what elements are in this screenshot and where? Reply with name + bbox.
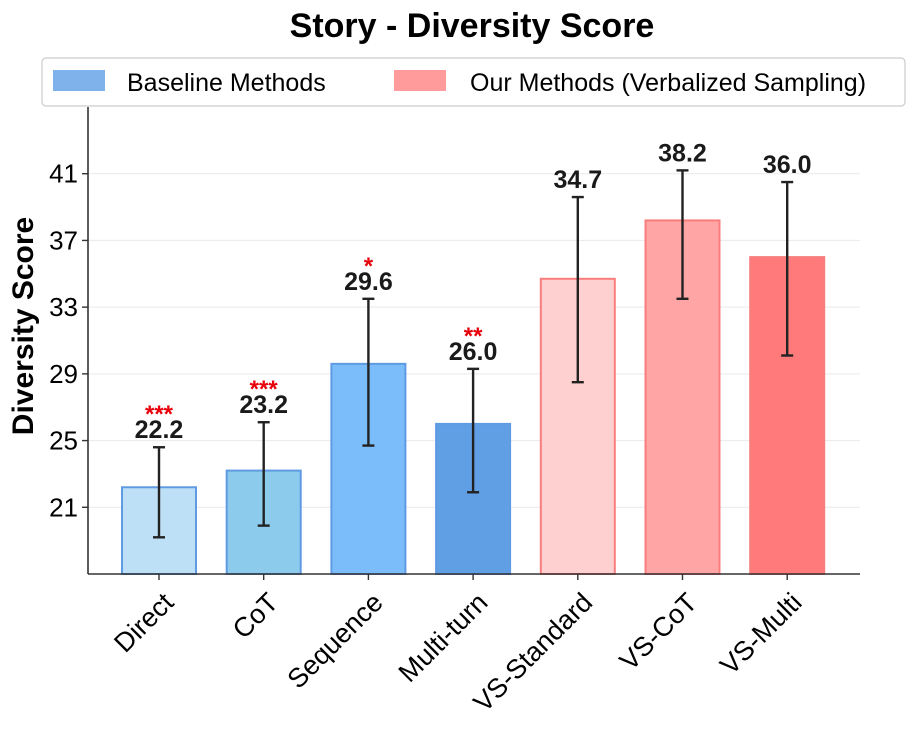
- y-tick-label: 37: [49, 225, 78, 255]
- x-tick-label: Sequence: [282, 587, 389, 694]
- x-tick-label: VS-Multi: [714, 587, 807, 680]
- x-tick-label: VS-CoT: [614, 587, 703, 676]
- y-tick-label: 41: [49, 159, 78, 189]
- value-label: 22.2: [135, 416, 184, 444]
- legend-swatch-ours: [394, 70, 446, 91]
- y-tick-label: 21: [49, 492, 78, 522]
- legend-box: [41, 57, 906, 107]
- value-labels: 22.2*** 23.2***29.6*26.0**34.738.2 36.0: [135, 139, 812, 444]
- y-tick-label: 29: [49, 359, 78, 389]
- legend-label-baseline: Baseline Methods: [127, 69, 326, 97]
- significance-marker: **: [464, 323, 483, 350]
- significance-marker: ***: [250, 376, 279, 403]
- y-ticks: 21 25 29 33 37 41: [49, 159, 88, 522]
- y-axis-label: Diversity Score: [7, 217, 40, 435]
- value-label: 36.0: [763, 151, 812, 179]
- value-label: 23.2: [239, 391, 288, 419]
- y-tick-label: 25: [49, 426, 78, 456]
- x-tick-label: Direct: [108, 587, 179, 658]
- x-tick-label: CoT: [227, 587, 284, 644]
- value-label: 38.2: [658, 139, 707, 167]
- value-label: 26.0: [449, 338, 498, 366]
- significance-marker: *: [364, 253, 374, 280]
- x-tick-label: Multi-turn: [393, 587, 494, 688]
- legend-label-ours: Our Methods (Verbalized Sampling): [470, 69, 866, 97]
- value-label: 29.6: [344, 268, 393, 296]
- legend-swatch-baseline: [53, 70, 105, 91]
- error-bars: [153, 169, 794, 539]
- significance-marker: ***: [145, 401, 174, 428]
- legend: Baseline Methods Our Methods (Verbalized…: [41, 57, 906, 107]
- y-tick-label: 33: [49, 292, 78, 322]
- value-label: 34.7: [553, 166, 602, 194]
- chart-title: Story - Diversity Score: [290, 7, 655, 45]
